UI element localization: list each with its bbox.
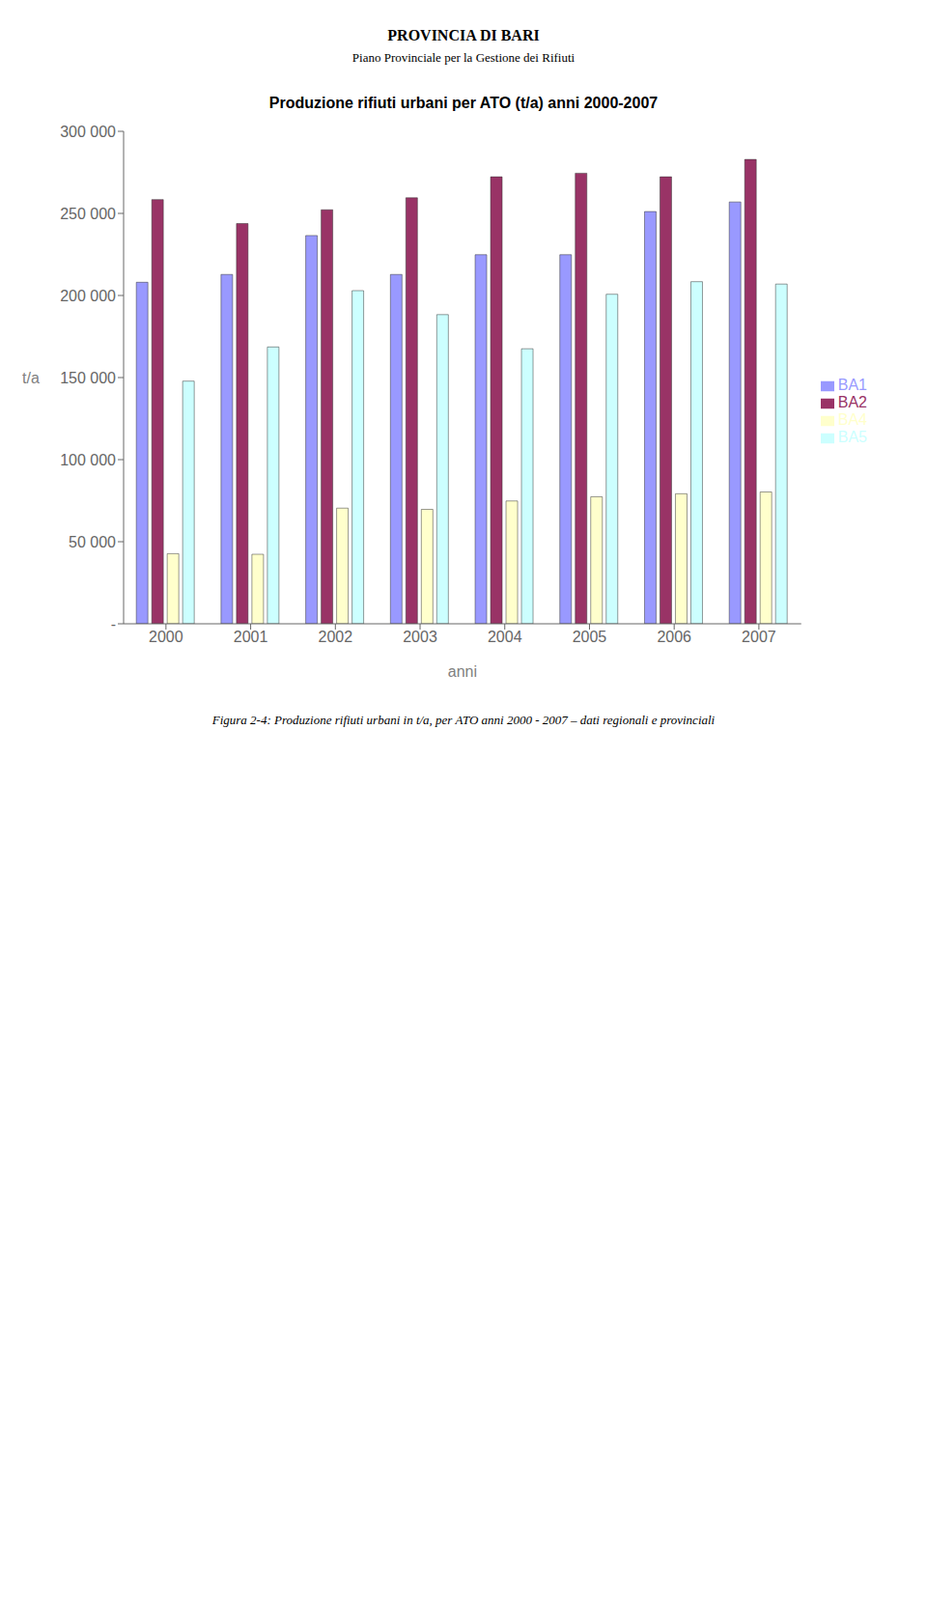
svg-text:250 000: 250 000 <box>59 205 116 223</box>
svg-text:2002: 2002 <box>318 628 354 646</box>
svg-text:t/a: t/a <box>22 369 40 387</box>
svg-text:anni: anni <box>448 663 478 680</box>
svg-text:150 000: 150 000 <box>59 369 116 387</box>
svg-text:2005: 2005 <box>572 628 608 646</box>
html-text:BA2: BA2 <box>837 393 868 411</box>
html-text:PROVINCIA DI BARI: PROVINCIA DI BARI <box>387 27 540 44</box>
svg-text:100 000: 100 000 <box>59 451 116 469</box>
html-text:BA4: BA4 <box>837 411 868 428</box>
svg-text:50 000: 50 000 <box>68 533 116 551</box>
svg-text:2000: 2000 <box>148 628 184 646</box>
svg-text:2003: 2003 <box>402 628 438 646</box>
svg-text:2001: 2001 <box>233 628 269 646</box>
html-text:Produzione rifiuti urbani per: Produzione rifiuti urbani per ATO (t/a) … <box>269 94 658 112</box>
html-text:BA1: BA1 <box>837 376 868 394</box>
svg-text:-: - <box>111 616 116 633</box>
svg-text:2007: 2007 <box>741 628 777 646</box>
html-text:Piano Provinciale per la Gesti: Piano Provinciale per la Gestione dei Ri… <box>352 50 575 65</box>
html-text:BA5: BA5 <box>837 428 868 446</box>
svg-text:300 000: 300 000 <box>59 123 116 141</box>
html-text:Figura 2-4: Produzione rifiuti: Figura 2-4: Produzione rifiuti urbani in… <box>212 712 715 728</box>
svg-text:2006: 2006 <box>656 628 692 646</box>
svg-text:2004: 2004 <box>487 628 523 646</box>
svg-text:200 000: 200 000 <box>59 287 116 305</box>
